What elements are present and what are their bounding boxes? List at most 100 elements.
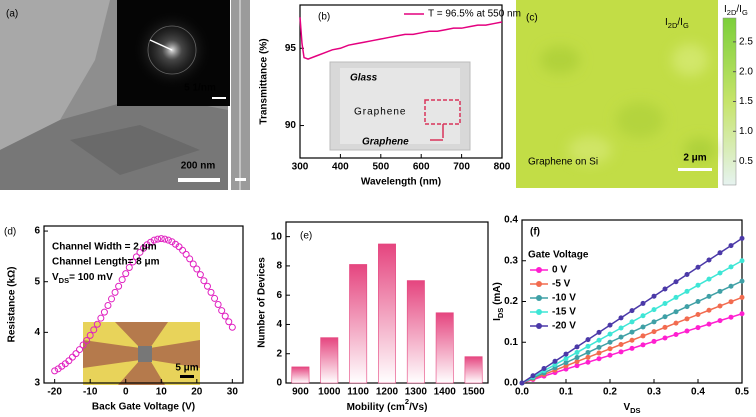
data-point bbox=[596, 337, 602, 343]
text-part: V bbox=[623, 402, 630, 413]
scale-label: 5 μm bbox=[175, 363, 198, 374]
panel-label: (a) bbox=[6, 9, 18, 20]
data-point bbox=[640, 333, 646, 339]
colorbar-label: I2D/IG bbox=[724, 4, 748, 18]
y-tick-label: 0.2 bbox=[504, 296, 518, 307]
text-part: DS bbox=[496, 308, 505, 318]
x-tick-label: 1300 bbox=[405, 387, 428, 398]
x-tick-label: -20 bbox=[47, 387, 62, 398]
data-point bbox=[662, 324, 668, 330]
data-point bbox=[118, 276, 126, 284]
data-point bbox=[673, 332, 679, 338]
colorbar-tick-label: 2.0 bbox=[739, 66, 753, 77]
x-tick-label: 800 bbox=[494, 162, 511, 173]
data-point bbox=[695, 282, 701, 288]
data-point bbox=[596, 350, 602, 356]
data-point bbox=[673, 320, 679, 326]
data-point bbox=[179, 246, 187, 254]
data-point bbox=[132, 253, 140, 261]
data-point bbox=[728, 264, 734, 270]
legend-marker bbox=[536, 281, 542, 287]
text-part: I bbox=[492, 318, 503, 321]
inset-scale-label: 5 1/nm bbox=[184, 83, 216, 94]
data-line bbox=[299, 17, 503, 60]
x-tick-label: 0.4 bbox=[691, 387, 705, 398]
data-point bbox=[585, 354, 591, 360]
data-point bbox=[651, 319, 657, 325]
x-tick-label: 900 bbox=[292, 387, 309, 398]
data-point bbox=[706, 321, 712, 327]
annotation: VDS= 100 mV bbox=[52, 272, 113, 286]
data-point bbox=[739, 278, 745, 284]
data-point bbox=[563, 351, 569, 357]
legend-marker bbox=[536, 267, 542, 273]
y-axis-label: IDS (mA) bbox=[492, 282, 506, 321]
data-point bbox=[196, 271, 204, 279]
data-point bbox=[618, 349, 624, 355]
data-point bbox=[541, 366, 547, 372]
data-point bbox=[695, 325, 701, 331]
plot-frame bbox=[43, 225, 244, 384]
bar bbox=[435, 312, 454, 384]
data-point bbox=[147, 238, 155, 246]
y-tick-label: 3 bbox=[34, 378, 40, 389]
data-point bbox=[651, 338, 657, 344]
data-point bbox=[629, 308, 635, 314]
y-tick-label: 8 bbox=[276, 261, 282, 272]
y-tick-label: 4 bbox=[34, 327, 40, 338]
data-point bbox=[728, 283, 734, 289]
data-point bbox=[706, 276, 712, 282]
data-point bbox=[97, 314, 105, 322]
data-point bbox=[221, 312, 229, 320]
annotation: Channel Length= 8 μm bbox=[52, 257, 160, 268]
text-part: V bbox=[52, 272, 59, 283]
data-point bbox=[728, 243, 734, 249]
data-point bbox=[193, 265, 201, 273]
data-point bbox=[596, 329, 602, 335]
data-point bbox=[68, 353, 76, 361]
text-part: 2D bbox=[668, 21, 678, 30]
data-point bbox=[739, 258, 745, 264]
data-point bbox=[607, 346, 613, 352]
bar bbox=[320, 337, 339, 384]
data-point bbox=[717, 270, 723, 276]
text-part: /Vs) bbox=[409, 402, 427, 413]
y-tick-label: 90 bbox=[285, 120, 297, 131]
data-point bbox=[629, 319, 635, 325]
data-point bbox=[530, 373, 536, 379]
bar bbox=[406, 280, 425, 384]
x-tick-label: 300 bbox=[292, 162, 309, 173]
data-point bbox=[629, 329, 635, 335]
data-point bbox=[629, 345, 635, 351]
bar bbox=[349, 264, 368, 384]
data-point bbox=[72, 350, 80, 358]
data-point bbox=[108, 295, 116, 303]
x-tick-label: 700 bbox=[453, 162, 470, 173]
data-point bbox=[695, 312, 701, 318]
data-point bbox=[640, 342, 646, 348]
data-point bbox=[618, 315, 624, 321]
text-part: = 100 mV bbox=[69, 272, 113, 283]
data-point bbox=[706, 257, 712, 263]
x-tick-label: 0.2 bbox=[603, 387, 617, 398]
data-point bbox=[203, 282, 211, 290]
data-point bbox=[182, 250, 190, 258]
colorbar-tick-label: 0.5 bbox=[739, 156, 753, 167]
panel-label: (c) bbox=[526, 13, 538, 24]
x-tick-label: 0.5 bbox=[735, 387, 749, 398]
data-point bbox=[640, 324, 646, 330]
bar bbox=[464, 356, 483, 384]
panel-label: (b) bbox=[318, 12, 330, 23]
x-tick-label: 20 bbox=[191, 387, 203, 398]
data-point bbox=[717, 288, 723, 294]
data-point bbox=[618, 341, 624, 347]
tem-image bbox=[0, 0, 250, 190]
data-point bbox=[695, 264, 701, 270]
data-point bbox=[706, 307, 712, 313]
text-part: (mA) bbox=[492, 282, 503, 308]
y-tick-label: 10 bbox=[271, 231, 283, 242]
data-point bbox=[607, 352, 613, 358]
text-part: DS bbox=[630, 406, 640, 415]
map-title: I2D/IG bbox=[665, 17, 689, 31]
data-point bbox=[684, 328, 690, 334]
